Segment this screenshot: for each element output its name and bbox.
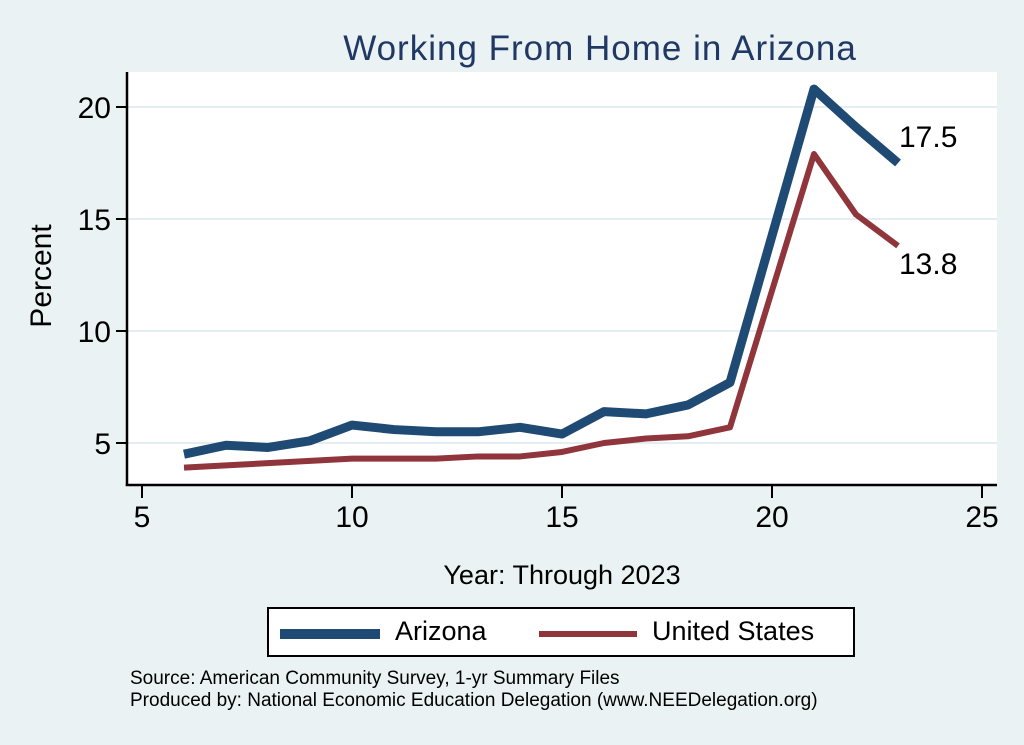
series-line-arizona (183, 84, 901, 459)
y-axis-title: Percent (25, 224, 58, 328)
x-tick-label: 20 (755, 501, 788, 534)
y-tick-label: 15 (78, 204, 111, 237)
y-tick-label: 10 (78, 316, 111, 349)
us-line-swatch (539, 631, 637, 637)
y-tick-label: 20 (78, 92, 111, 125)
legend: Arizona United States (267, 607, 855, 657)
x-tick-label: 25 (965, 501, 998, 534)
arizona-line-swatch (280, 629, 380, 639)
arizona-end-value-label: 17.5 (899, 121, 958, 154)
page-title: Working From Home in Arizona (343, 29, 857, 68)
x-tick-label: 10 (335, 501, 368, 534)
legend-label-united-states: United States (652, 616, 815, 646)
x-axis-title: Year: Through 2023 (443, 560, 681, 590)
us-end-value-label: 13.8 (899, 248, 958, 281)
series-line-united-states (183, 151, 900, 471)
plot-background (128, 72, 997, 485)
footer-source-line: Source: American Community Survey, 1-yr … (130, 668, 620, 689)
x-tick-label: 15 (545, 501, 578, 534)
footer-produced-by-line: Produced by: National Economic Education… (130, 690, 818, 711)
footer: Source: American Community Survey, 1-yr … (130, 668, 818, 712)
y-tick-label: 5 (94, 428, 111, 461)
legend-label-arizona: Arizona (395, 616, 487, 646)
x-tick-label: 5 (134, 501, 151, 534)
